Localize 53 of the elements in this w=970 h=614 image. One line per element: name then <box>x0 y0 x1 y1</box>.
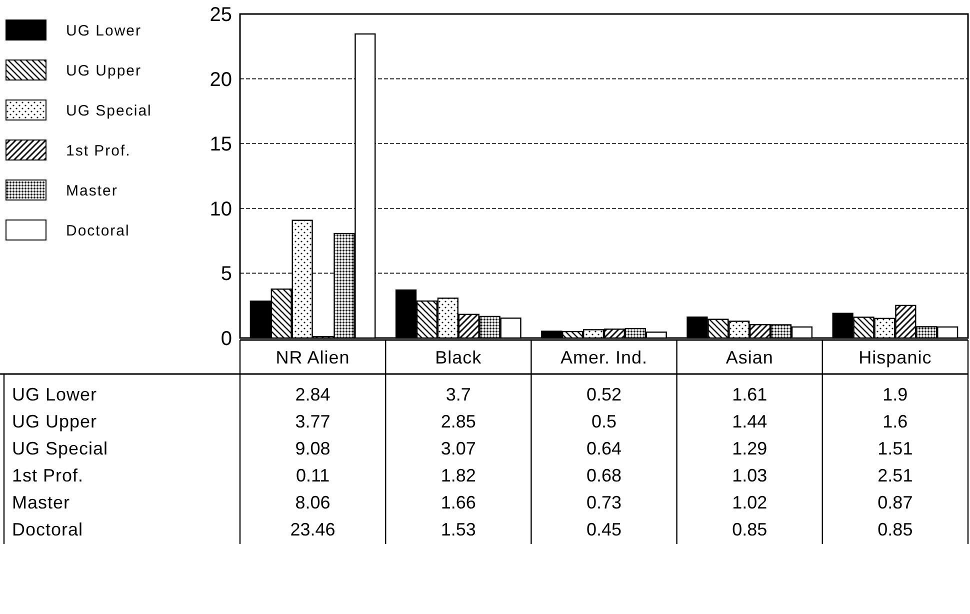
y-tick-label: 15 <box>210 134 232 156</box>
legend-label: UG Special <box>66 102 152 120</box>
text: Doctoral <box>12 519 84 540</box>
data-label: 0.73 <box>586 492 622 512</box>
data-label: 1.53 <box>440 519 476 540</box>
data-label: 0.85 <box>878 519 913 540</box>
data-label: 1.29 <box>732 438 768 458</box>
text: 1st Prof. <box>12 465 84 486</box>
x-tick-label: Hispanic <box>858 347 932 368</box>
data-label: 1.82 <box>440 465 476 486</box>
data-label: 1.02 <box>732 492 768 512</box>
data-label: 1.51 <box>878 438 913 458</box>
legend-label: UG Upper <box>66 62 142 80</box>
text: UG Lower <box>12 384 98 404</box>
data-label: 1.03 <box>732 465 768 486</box>
legend-label: Master <box>66 182 118 200</box>
data-label: 1.66 <box>440 492 476 512</box>
data-label: 0.11 <box>296 465 330 486</box>
y-tick-label: 10 <box>210 198 232 220</box>
data-label: 8.06 <box>295 492 330 512</box>
data-label: 1.9 <box>882 384 908 404</box>
legend-label: 1st Prof. <box>66 142 131 160</box>
data-label: 0.52 <box>586 384 622 404</box>
data-label: 0.5 <box>591 411 617 432</box>
y-tick-label: 20 <box>210 68 232 91</box>
text: UG Special <box>12 438 108 458</box>
x-tick-label: Asian <box>726 347 774 368</box>
x-tick-label: Black <box>435 347 482 368</box>
data-label: 2.84 <box>295 384 330 404</box>
data-label: 0.68 <box>586 465 622 486</box>
data-label: 1.44 <box>732 411 768 432</box>
data-label: 3.77 <box>295 411 330 432</box>
legend-label: Doctoral <box>66 222 130 240</box>
y-tick-label: 25 <box>210 4 232 26</box>
x-tick-label: Amer. Ind. <box>560 347 648 368</box>
legend-label: UG Lower <box>66 22 142 40</box>
data-label: 1.61 <box>732 384 768 404</box>
text: UG Upper <box>12 411 98 432</box>
data-label: 0.64 <box>586 438 622 458</box>
data-label: 2.51 <box>878 465 913 486</box>
data-label: 23.46 <box>290 519 336 540</box>
data-label: 0.85 <box>732 519 768 540</box>
data-label: 1.6 <box>882 411 908 432</box>
data-label: 3.7 <box>446 384 471 404</box>
data-label: 2.85 <box>440 411 476 432</box>
data-label: 0.87 <box>878 492 913 512</box>
text: Master <box>12 492 70 512</box>
data-label: 0.45 <box>586 519 622 540</box>
data-label: 3.07 <box>440 438 476 458</box>
y-tick-label: 0 <box>220 328 232 350</box>
data-label: 9.08 <box>295 438 330 458</box>
y-tick-label: 5 <box>220 263 232 286</box>
x-tick-label: NR Alien <box>276 347 350 368</box>
